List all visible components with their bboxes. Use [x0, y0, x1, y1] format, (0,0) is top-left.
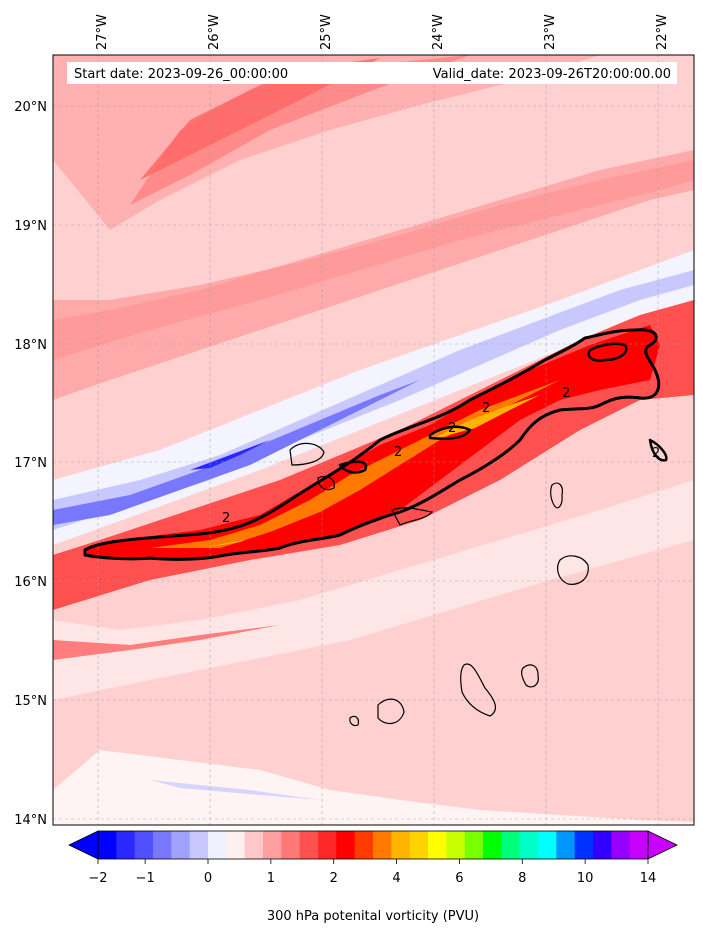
colorbar-swatch	[519, 831, 539, 859]
colorbar-swatch	[208, 831, 227, 859]
map-frame	[52, 54, 695, 826]
island-santo-antao	[289, 442, 325, 466]
colorbar-under-arrow	[68, 830, 99, 860]
lat-tick-14n: 14°N	[14, 813, 47, 828]
contour-label-5: 2	[562, 386, 570, 401]
colorbar-swatch	[134, 831, 154, 859]
valid-date-text: Valid_date: 2023-09-26T20:00:00.00	[433, 67, 671, 82]
start-date-text: Start date: 2023-09-26_00:00:00	[74, 67, 288, 82]
pv-contour-inner-2	[428, 425, 472, 440]
colorbar-swatch	[354, 831, 374, 859]
colorbar-tick-label: −2	[88, 871, 107, 886]
pv-field-south	[53, 480, 694, 825]
island-santiago	[460, 663, 497, 717]
colorbar-swatch	[464, 831, 484, 859]
colorbar-ticks: −2 −1 0 1 2 4 6 8 10 14	[88, 859, 656, 886]
colorbar-tick-label: 6	[455, 871, 463, 886]
colorbar-swatches	[98, 831, 649, 859]
pv-contour-labels: 2 2 2 2 2 2	[222, 386, 660, 526]
colorbar-swatch	[629, 831, 649, 859]
colorbar-tick-label: 2	[330, 871, 338, 886]
island-maio	[520, 664, 539, 688]
colorbar-swatch	[373, 831, 392, 859]
colorbar-swatch	[116, 831, 136, 859]
pv-contour-inner-1	[587, 342, 628, 362]
pv-contour-main	[83, 328, 661, 561]
contour-label-2: 2	[394, 445, 402, 460]
lat-tick-17n: 17°N	[14, 456, 47, 471]
coastlines	[289, 442, 589, 727]
colorbar-tick-label: 4	[392, 871, 400, 886]
contour-label-6: 2	[652, 446, 660, 461]
island-brava	[349, 715, 360, 727]
colorbar-swatch	[189, 831, 209, 859]
colorbar-swatch	[171, 831, 191, 859]
lon-tick-27w: 27°W	[95, 14, 110, 50]
colorbar-swatch	[611, 831, 631, 859]
colorbar-frame	[97, 830, 649, 860]
contour-label-1: 2	[222, 511, 230, 526]
colorbar-swatch	[263, 831, 282, 859]
lon-tick-23w: 23°W	[543, 14, 558, 50]
lon-tick-24w: 24°W	[431, 14, 446, 50]
lon-tick-22w: 22°W	[655, 14, 670, 50]
island-sal	[550, 482, 563, 509]
island-sao-nicolau	[391, 507, 434, 526]
lat-tick-15n: 15°N	[14, 694, 47, 709]
colorbar-tick-label: −1	[136, 871, 155, 886]
colorbar: −2 −1 0 1 2 4 6 8 10 14 300 hPa potenital vortici…	[68, 830, 678, 924]
colorbar-swatch	[593, 831, 612, 859]
island-fogo	[377, 698, 405, 725]
colorbar-swatch	[153, 831, 172, 859]
lat-tick-16n: 16°N	[14, 575, 47, 590]
pv-2-contour	[83, 328, 668, 561]
colorbar-tick-label: 1	[267, 871, 275, 886]
lat-tick-19n: 19°N	[14, 219, 47, 234]
colorbar-swatch	[226, 831, 246, 859]
colorbar-swatch	[574, 831, 594, 859]
colorbar-swatch	[391, 831, 411, 859]
colorbar-swatch	[244, 831, 264, 859]
island-boa-vista	[557, 555, 589, 585]
colorbar-label: 300 hPa potenital vorticity (PVU)	[267, 909, 479, 924]
colorbar-over-arrow	[647, 830, 678, 860]
colorbar-tick-label: 10	[577, 871, 594, 886]
lat-tick-labels: 20°N 19°N 18°N 17°N 16°N 15°N 14°N	[14, 100, 47, 828]
colorbar-swatch	[483, 831, 502, 859]
colorbar-swatch	[556, 831, 576, 859]
map-panel: 2 2 2 2 2 2	[53, 55, 694, 825]
colorbar-swatch	[409, 831, 429, 859]
map-gridlines	[53, 55, 694, 825]
colorbar-tick-label: 8	[518, 871, 526, 886]
colorbar-swatch	[318, 831, 337, 859]
pv-field-low-band	[53, 250, 694, 545]
colorbar-swatch	[446, 831, 466, 859]
colorbar-tick-label: 14	[640, 871, 657, 886]
colorbar-swatch	[428, 831, 447, 859]
colorbar-swatch	[281, 831, 301, 859]
island-sao-vicente	[317, 475, 335, 491]
colorbar-swatch	[336, 831, 356, 859]
contour-label-3: 2	[448, 421, 456, 436]
contour-label-4: 2	[482, 401, 490, 416]
colorbar-swatch	[501, 831, 521, 859]
colorbar-swatch	[299, 831, 319, 859]
header-box	[67, 62, 677, 84]
colorbar-swatch	[538, 831, 557, 859]
pv-field-northwest	[53, 55, 694, 400]
colorbar-swatch	[98, 831, 117, 859]
lat-tick-20n: 20°N	[14, 100, 47, 115]
lon-tick-26w: 26°W	[207, 14, 222, 50]
lat-tick-18n: 18°N	[14, 338, 47, 353]
pv-contour-island	[648, 438, 668, 462]
lon-tick-labels: 27°W 26°W 25°W 24°W 23°W 22°W	[95, 14, 670, 50]
colorbar-tick-label: 0	[204, 871, 212, 886]
pv-contour-inner-3	[338, 460, 368, 474]
lon-tick-25w: 25°W	[319, 14, 334, 50]
